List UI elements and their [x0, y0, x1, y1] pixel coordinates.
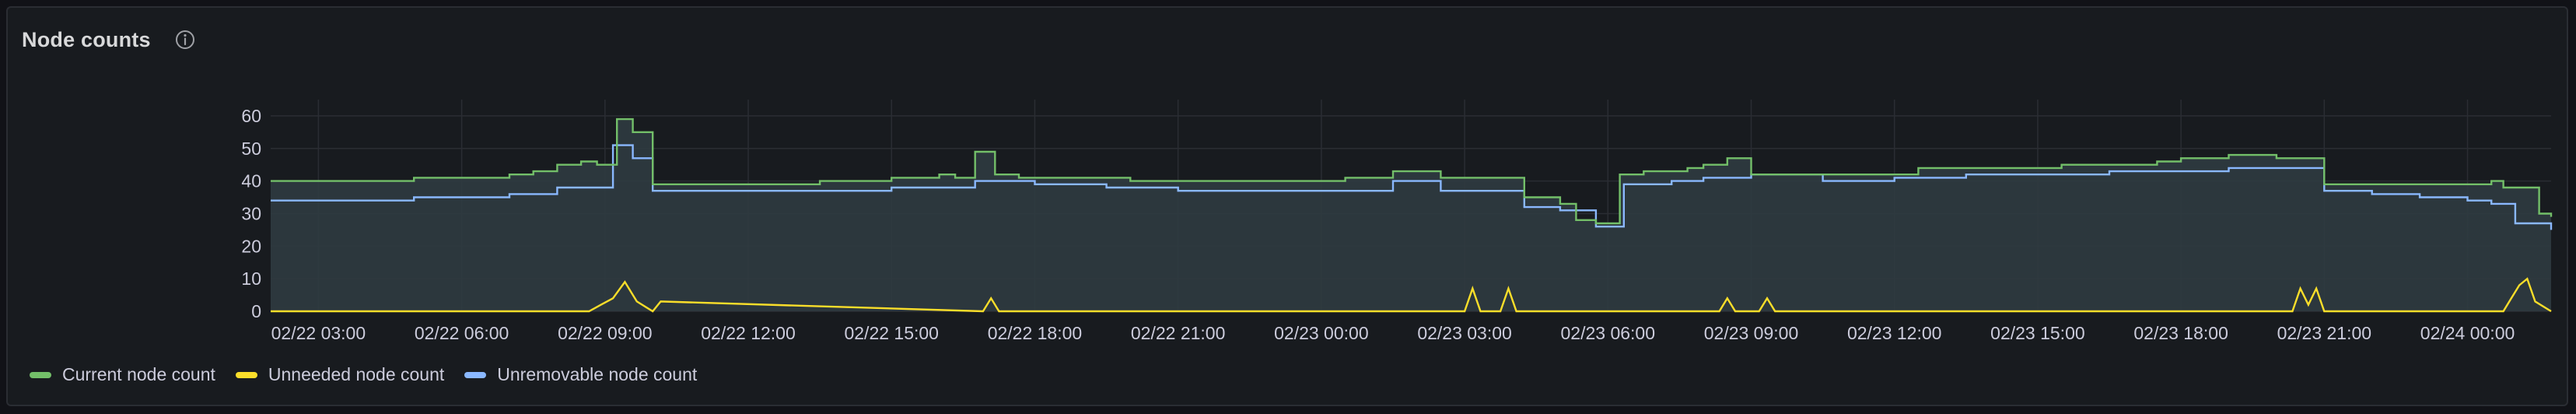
legend-label-current: Current node count	[62, 364, 215, 384]
y-tick-label: 10	[241, 268, 261, 289]
x-tick-label: 02/24 00:00	[2420, 323, 2515, 343]
legend-label-unremovable: Unremovable node count	[497, 364, 698, 384]
y-tick-label: 0	[251, 301, 261, 321]
x-tick-label: 02/22 03:00	[271, 323, 366, 343]
x-tick-label: 02/23 09:00	[1704, 323, 1799, 343]
x-tick-label: 02/22 15:00	[844, 323, 939, 343]
x-tick-label: 02/22 09:00	[558, 323, 653, 343]
node-counts-chart[interactable]: 0 10 20 30 40 50 60 02/22 03:00 02/22 06:00 02/22…	[8, 8, 2567, 405]
info-circle-icon[interactable]	[174, 29, 196, 51]
x-tick-label: 02/23 00:00	[1274, 323, 1369, 343]
x-tick-label: 02/22 06:00	[415, 323, 509, 343]
x-tick-label: 02/23 12:00	[1847, 323, 1942, 343]
x-tick-label: 02/23 15:00	[1990, 323, 2085, 343]
x-tick-label: 02/22 12:00	[701, 323, 796, 343]
x-tick-label: 02/22 18:00	[988, 323, 1083, 343]
legend-swatch-unneeded	[235, 371, 257, 378]
legend-item-current[interactable]: Current node count	[30, 364, 215, 385]
x-tick-label: 02/23 18:00	[2133, 323, 2228, 343]
x-tick-label: 02/23 06:00	[1561, 323, 1656, 343]
legend-label-unneeded: Unneeded node count	[268, 364, 445, 384]
series-area-fill	[271, 119, 2551, 311]
y-tick-label: 40	[241, 171, 261, 191]
y-tick-label: 60	[241, 106, 261, 126]
panel-title[interactable]: Node counts	[22, 27, 151, 51]
x-tick-label: 02/23 21:00	[2277, 323, 2372, 343]
y-tick-label: 30	[241, 203, 261, 223]
y-tick-label: 50	[241, 139, 261, 159]
x-tick-label: 02/23 03:00	[1417, 323, 1512, 343]
node-counts-panel: Node counts 0 10 20 30 40 50 60 02/22 03:00 02/2…	[6, 6, 2568, 406]
y-tick-label: 20	[241, 236, 261, 256]
legend-item-unneeded[interactable]: Unneeded node count	[235, 364, 445, 385]
legend-swatch-unremovable	[464, 371, 487, 378]
panel-header: Node counts	[22, 19, 196, 61]
legend-item-unremovable[interactable]: Unremovable node count	[464, 364, 697, 385]
series-line-current	[271, 118, 2553, 225]
x-tick-label: 02/22 21:00	[1131, 323, 1226, 343]
series-line-unneeded	[271, 277, 2552, 313]
legend-swatch-current	[30, 371, 51, 378]
chart-legend: Current node count Unneeded node count U…	[30, 364, 697, 385]
